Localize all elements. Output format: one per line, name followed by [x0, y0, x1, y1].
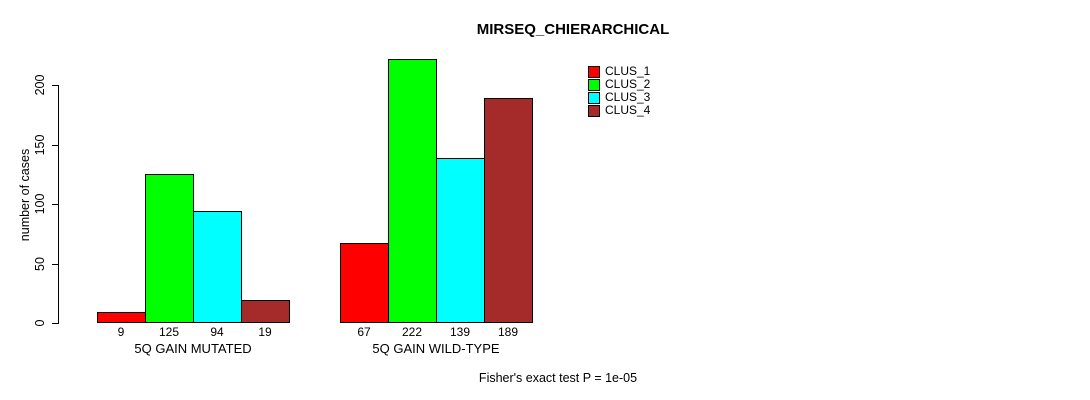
legend-item-clus-1: CLUS_1: [588, 65, 650, 78]
chart-title: MIRSEQ_CHIERARCHICAL: [476, 21, 670, 38]
legend-label: CLUS_2: [605, 77, 651, 91]
legend-label: CLUS_3: [605, 90, 651, 104]
x-category-label: 5Q GAIN WILD-TYPE: [372, 341, 500, 356]
y-tick: [52, 263, 59, 265]
y-tick-label: 0: [33, 319, 47, 327]
bar-value-label: 139: [449, 325, 471, 339]
x-category-label: 5Q GAIN MUTATED: [134, 341, 252, 356]
legend-swatch: [588, 104, 600, 117]
bar-clus-3-group2: [436, 158, 485, 323]
y-tick-label: 150: [33, 134, 47, 155]
bar-value-label: 67: [357, 325, 371, 339]
legend: CLUS_1 CLUS_2 CLUS_3 CLUS_4: [588, 65, 650, 117]
bar-clus-2-group1: [145, 174, 194, 323]
y-tick-label: 100: [33, 193, 47, 215]
bar-value-label: 19: [258, 325, 272, 339]
bar-clus-1-group1: [97, 312, 146, 323]
fisher-test-annotation: Fisher's exact test P = 1e-05: [478, 371, 638, 385]
legend-swatch: [588, 65, 600, 78]
legend-swatch: [588, 91, 600, 104]
bar-value-label: 125: [158, 325, 180, 339]
y-tick-label: 50: [33, 256, 47, 271]
legend-label: CLUS_1: [605, 64, 651, 78]
legend-item-clus-4: CLUS_4: [588, 104, 650, 117]
y-tick: [52, 144, 59, 146]
bar-value-label: 9: [117, 325, 125, 339]
legend-label: CLUS_4: [605, 103, 651, 117]
legend-item-clus-2: CLUS_2: [588, 78, 650, 91]
y-tick: [52, 85, 59, 86]
bar-value-label: 94: [210, 325, 224, 339]
legend-item-clus-3: CLUS_3: [588, 91, 650, 104]
bar-clus-2-group2: [388, 59, 437, 323]
bar-value-label: 222: [401, 325, 423, 339]
bar-value-label: 189: [497, 325, 519, 339]
y-tick: [52, 323, 59, 324]
bar-clus-4-group2: [484, 98, 533, 323]
legend-swatch: [588, 78, 600, 91]
bar-clus-1-group2: [340, 243, 389, 323]
y-tick: [52, 204, 59, 205]
y-tick-label: 200: [33, 74, 47, 96]
bar-clus-3-group1: [193, 211, 242, 323]
bar-clus-4-group1: [241, 300, 290, 323]
